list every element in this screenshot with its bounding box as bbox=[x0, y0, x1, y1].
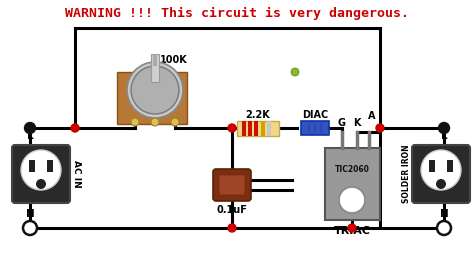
Bar bbox=[261, 121, 265, 136]
Text: L: L bbox=[441, 131, 447, 141]
Text: 2.2K: 2.2K bbox=[246, 110, 270, 120]
Bar bbox=[248, 121, 252, 136]
Bar bbox=[314, 121, 316, 135]
Text: A: A bbox=[368, 111, 376, 121]
FancyBboxPatch shape bbox=[213, 169, 251, 201]
Text: N: N bbox=[439, 209, 448, 219]
Circle shape bbox=[348, 224, 356, 232]
Circle shape bbox=[376, 124, 384, 132]
Circle shape bbox=[131, 118, 139, 126]
Bar bbox=[308, 121, 310, 135]
Circle shape bbox=[36, 179, 46, 189]
Text: TIC2060: TIC2060 bbox=[335, 165, 369, 174]
Bar bbox=[301, 121, 329, 135]
Bar bbox=[447, 160, 453, 172]
Text: SOLDER IRON: SOLDER IRON bbox=[402, 145, 411, 203]
Circle shape bbox=[171, 118, 179, 126]
Bar bbox=[254, 121, 258, 136]
Circle shape bbox=[228, 224, 236, 232]
FancyBboxPatch shape bbox=[12, 145, 70, 203]
Bar bbox=[325, 148, 380, 220]
Circle shape bbox=[228, 124, 236, 132]
Bar bbox=[237, 121, 279, 136]
Circle shape bbox=[21, 150, 61, 190]
Bar bbox=[117, 72, 187, 124]
Text: TRIAC: TRIAC bbox=[334, 226, 371, 236]
Circle shape bbox=[23, 221, 37, 235]
Text: AC IN: AC IN bbox=[73, 160, 82, 188]
Bar bbox=[47, 160, 53, 172]
Circle shape bbox=[71, 124, 79, 132]
Bar bbox=[151, 54, 159, 82]
Text: G: G bbox=[338, 118, 346, 128]
Bar bbox=[242, 121, 246, 136]
Circle shape bbox=[438, 123, 449, 134]
Text: 100K: 100K bbox=[160, 55, 188, 65]
Circle shape bbox=[291, 68, 299, 76]
Text: WARNING !!! This circuit is very dangerous.: WARNING !!! This circuit is very dangero… bbox=[65, 6, 409, 19]
Text: L: L bbox=[27, 131, 33, 141]
Text: 0.1uF: 0.1uF bbox=[217, 205, 247, 215]
Circle shape bbox=[437, 221, 451, 235]
Bar bbox=[429, 160, 435, 172]
Circle shape bbox=[151, 118, 159, 126]
Circle shape bbox=[131, 66, 179, 114]
Circle shape bbox=[339, 187, 365, 213]
Circle shape bbox=[436, 179, 446, 189]
FancyBboxPatch shape bbox=[412, 145, 470, 203]
Circle shape bbox=[25, 123, 36, 134]
Bar bbox=[267, 121, 271, 136]
Bar bbox=[29, 160, 35, 172]
Bar bbox=[153, 54, 157, 66]
Circle shape bbox=[127, 62, 183, 118]
Circle shape bbox=[421, 150, 461, 190]
FancyBboxPatch shape bbox=[219, 175, 245, 195]
Text: N: N bbox=[26, 209, 35, 219]
Bar bbox=[320, 121, 322, 135]
Text: K: K bbox=[353, 118, 361, 128]
Text: DIAC: DIAC bbox=[302, 110, 328, 120]
